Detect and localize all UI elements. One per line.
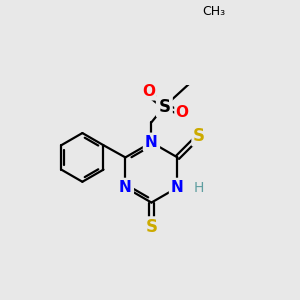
- Text: S: S: [158, 98, 170, 116]
- Text: O: O: [142, 84, 155, 99]
- Text: CH₃: CH₃: [202, 5, 225, 19]
- Text: O: O: [176, 105, 189, 120]
- Text: S: S: [193, 127, 205, 145]
- Text: N: N: [119, 180, 132, 195]
- Text: S: S: [146, 218, 158, 236]
- Text: N: N: [171, 180, 184, 195]
- Text: N: N: [145, 135, 158, 150]
- Text: H: H: [194, 181, 204, 194]
